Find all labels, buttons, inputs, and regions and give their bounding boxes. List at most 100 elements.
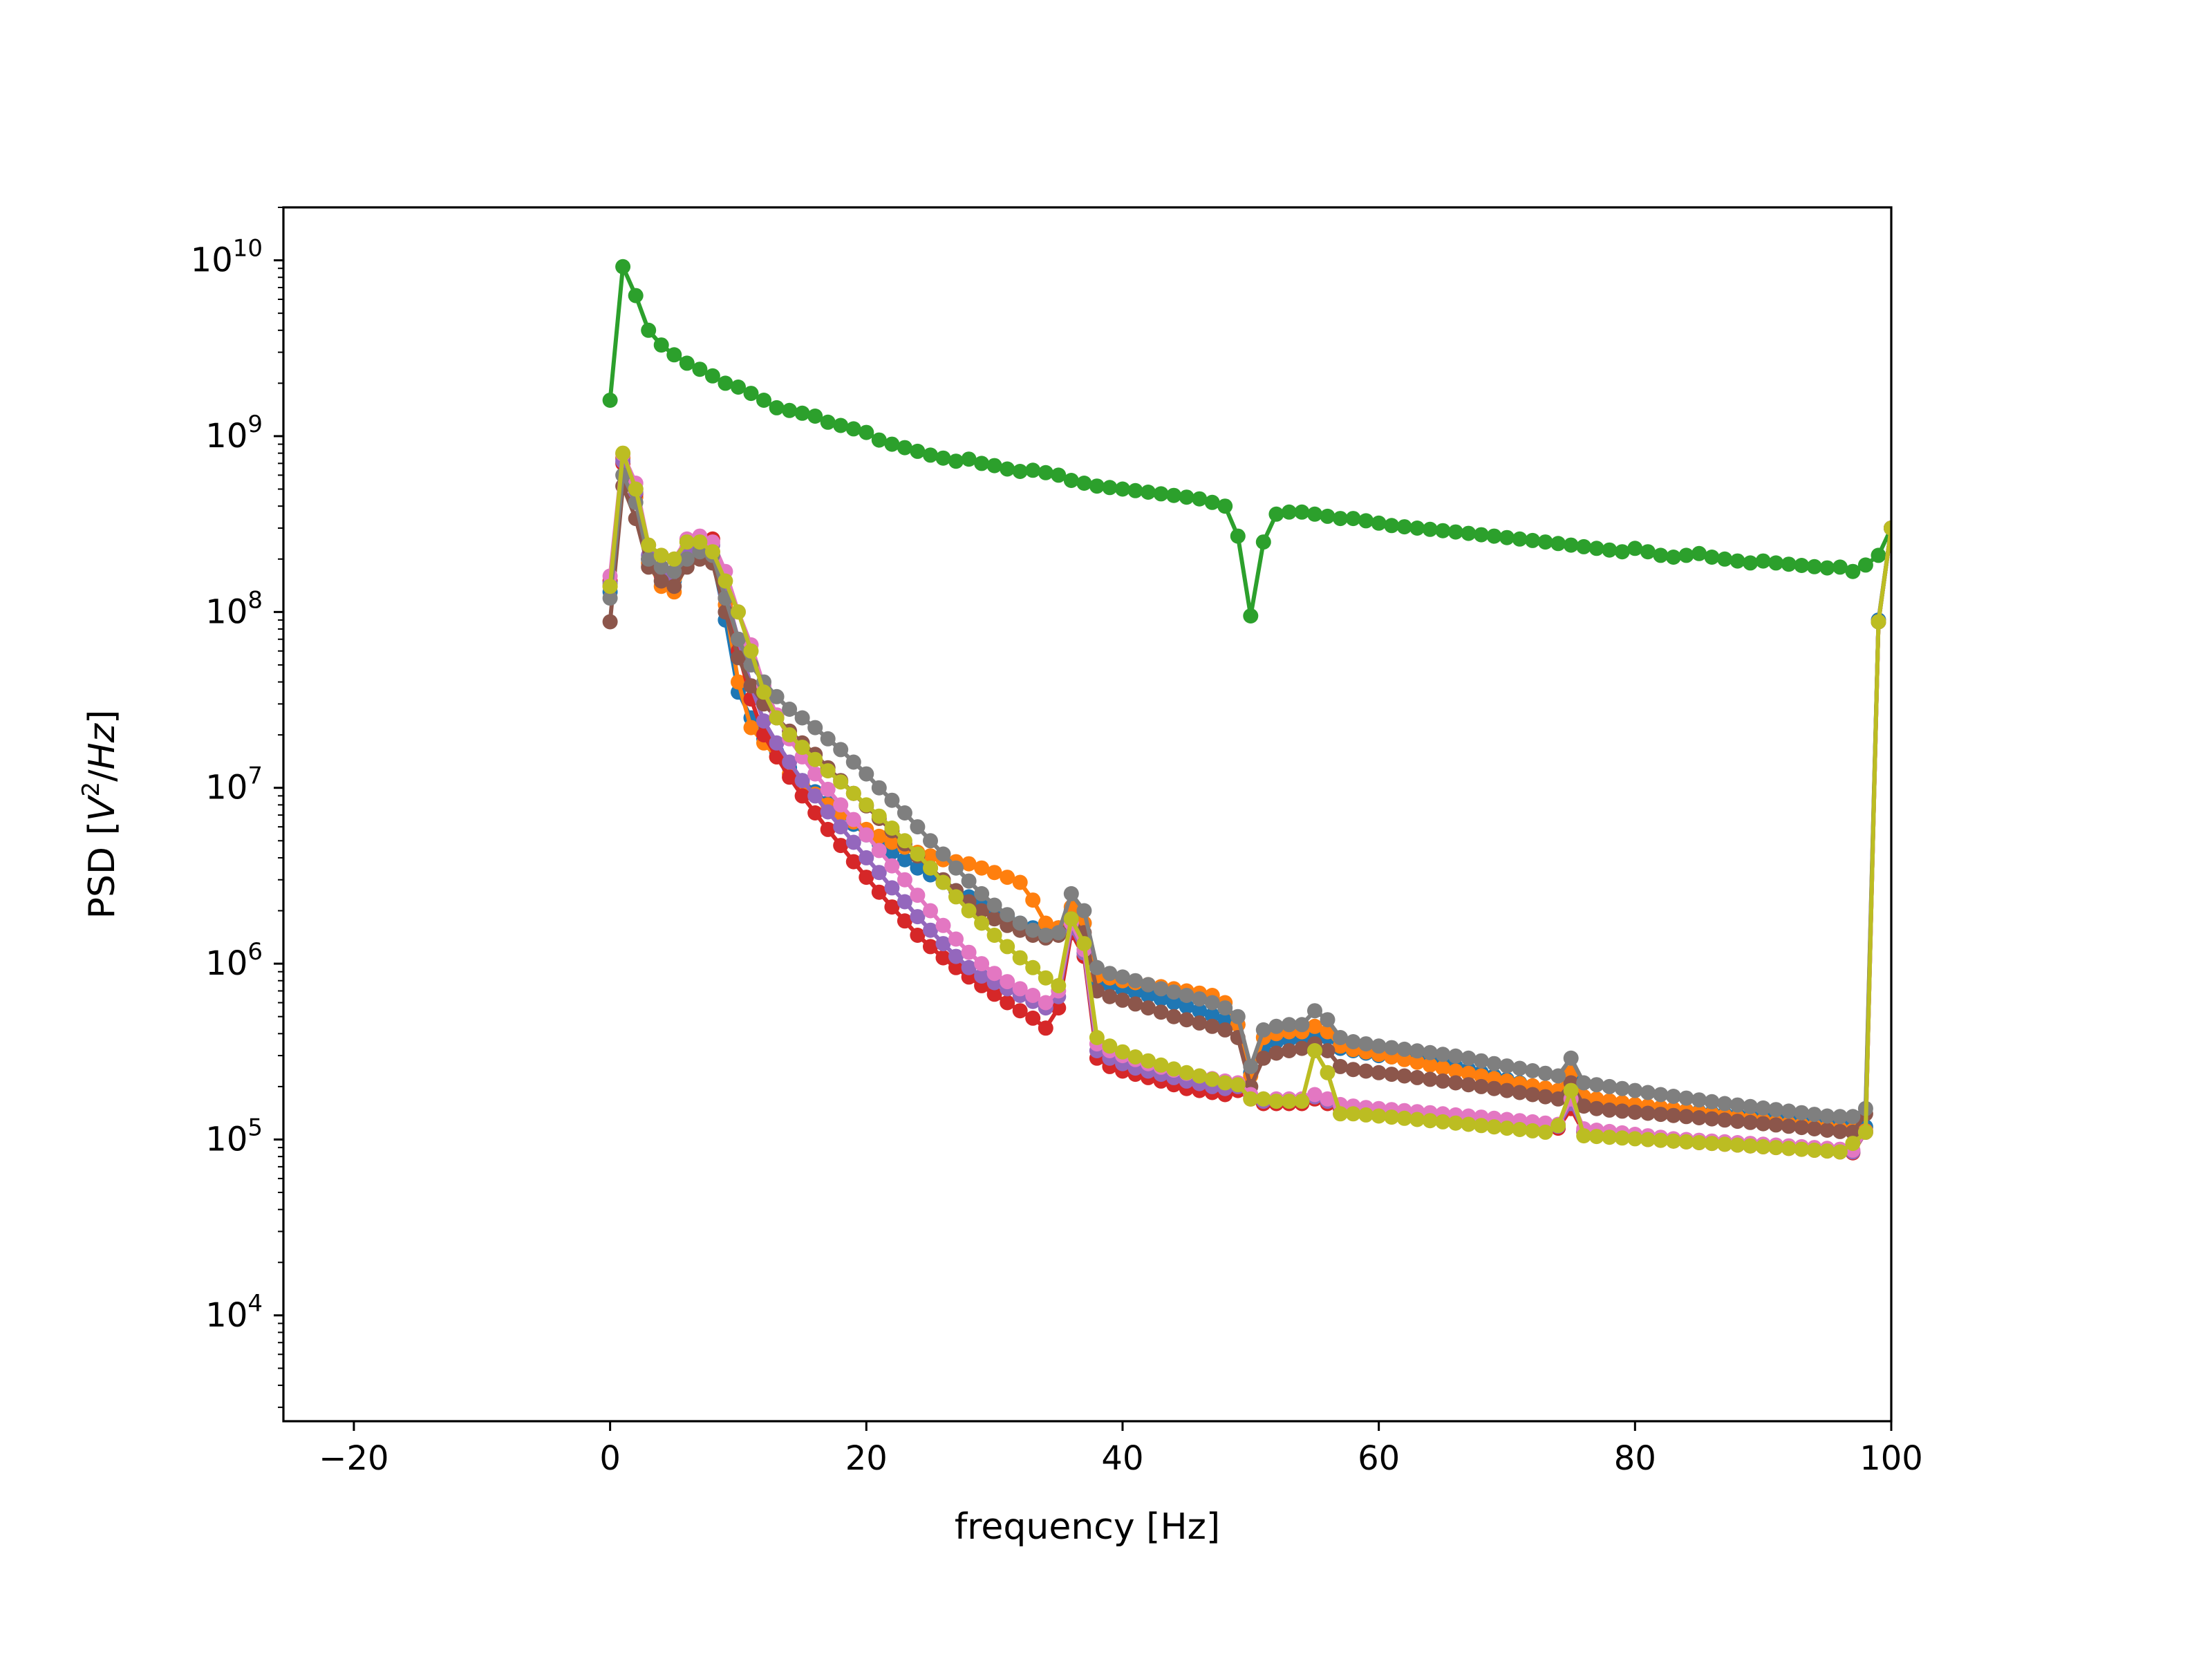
series-6-point: [1640, 1105, 1656, 1121]
series-9-point: [1832, 1144, 1848, 1160]
series-9-point: [615, 445, 631, 461]
series-8-point: [859, 766, 874, 782]
series-9-point: [1563, 1082, 1579, 1098]
y-tick-label: 105: [205, 1114, 263, 1159]
series-2-point: [1447, 1063, 1463, 1079]
series-3-point: [666, 347, 682, 363]
series-9-point: [731, 604, 746, 620]
series-9-point: [1588, 1129, 1604, 1145]
series-6-point: [1730, 1114, 1745, 1130]
series-3-point: [1627, 541, 1643, 556]
series-9-point: [704, 544, 720, 560]
series-9-point: [1678, 1134, 1694, 1150]
series-9-point: [807, 751, 823, 767]
series-9-point: [1153, 1057, 1169, 1073]
y-tick-label: 109: [205, 411, 263, 456]
series-3-point: [1678, 547, 1694, 563]
series-8-point: [1000, 907, 1015, 923]
series-6-point: [1845, 1124, 1861, 1140]
series-6-point: [1000, 917, 1015, 933]
series-3-point: [1217, 498, 1233, 514]
series-6-point: [1409, 1069, 1425, 1085]
series-6-point: [1819, 1123, 1835, 1138]
series-3-point: [1755, 553, 1771, 569]
series-8-point: [1678, 1090, 1694, 1106]
series-3-point: [1012, 464, 1028, 479]
series-8: [602, 467, 1891, 1125]
series-3-point: [1141, 485, 1156, 500]
series-3-point: [1204, 494, 1220, 510]
series-6-point: [1255, 1050, 1271, 1066]
series-8-point: [1230, 1009, 1246, 1024]
series-3-point: [1179, 489, 1194, 505]
series-9-point: [1794, 1141, 1810, 1157]
series-6-point: [1473, 1078, 1489, 1094]
series-9-point: [1857, 1124, 1873, 1140]
y-axis-label-prefix: PSD [: [82, 821, 123, 919]
series-3-point: [1230, 528, 1246, 544]
series-9-point: [1819, 1143, 1835, 1159]
y-axis-label-sup: 2: [77, 782, 105, 797]
series-9-point: [1550, 1118, 1566, 1134]
series-3-point: [1525, 532, 1541, 548]
series-9-point: [692, 534, 708, 550]
series-8-point: [679, 551, 695, 567]
series-9-point: [1371, 1108, 1387, 1124]
series-9-point: [602, 579, 618, 594]
series-8-point: [923, 833, 938, 849]
series-3-point: [653, 337, 669, 353]
series-3-point: [628, 288, 644, 303]
series-5-point: [948, 948, 964, 964]
series-8-point: [1204, 995, 1220, 1011]
series-2-point: [974, 860, 990, 876]
plot-frame: [282, 206, 1893, 1423]
series-3-point: [1512, 531, 1528, 547]
series-9-point: [845, 785, 861, 801]
series-6-point: [1743, 1114, 1759, 1130]
series-4-point: [986, 986, 1002, 1002]
series-2-point: [743, 720, 759, 735]
series-2-point: [731, 674, 746, 690]
series-9-point: [1614, 1130, 1630, 1146]
series-3-point: [1038, 465, 1053, 480]
x-tick-label: 20: [845, 1439, 888, 1478]
series-3-point: [1461, 525, 1477, 541]
series-3-point: [615, 259, 631, 274]
series-4-point: [1000, 995, 1015, 1011]
series-6-point: [666, 579, 682, 594]
series-4-point: [910, 928, 926, 943]
series-7-point: [820, 781, 836, 797]
series-3-point: [1602, 542, 1618, 558]
series-9-point: [1179, 1065, 1194, 1080]
series-6-point: [1602, 1102, 1618, 1118]
series-9-point: [1422, 1113, 1438, 1129]
y-tick-label: 107: [205, 762, 263, 807]
series-8-point: [1294, 1017, 1310, 1033]
series-3-point: [845, 421, 861, 437]
series-9-point: [1704, 1136, 1720, 1152]
series-9-point: [1089, 1030, 1105, 1045]
series-9-point: [923, 860, 938, 876]
series-7-point: [1000, 974, 1015, 990]
series-9-point: [1717, 1136, 1733, 1152]
series-7-point: [1012, 981, 1028, 997]
series-8-point: [1461, 1050, 1477, 1066]
y-axis-label-suffix: ]: [82, 710, 123, 724]
series-3-point: [1717, 551, 1733, 567]
series-3-point: [1333, 511, 1348, 527]
y-axis-label-slash: /: [82, 769, 123, 782]
series-3-point: [1832, 559, 1848, 575]
series-6-point: [1179, 1012, 1194, 1028]
series-3-point: [1422, 521, 1438, 537]
x-axis-label: frequency [Hz]: [955, 1506, 1220, 1548]
series-6-point: [1333, 1058, 1348, 1074]
series-9-point: [1025, 959, 1041, 975]
series-7-point: [1038, 995, 1053, 1011]
series-7-point: [1307, 1087, 1322, 1103]
series-2-point: [923, 848, 938, 864]
series-3-point: [1486, 528, 1502, 544]
y-tick-label: 108: [205, 586, 263, 631]
series-8-point: [1141, 977, 1156, 993]
series-3-point: [1345, 511, 1361, 527]
